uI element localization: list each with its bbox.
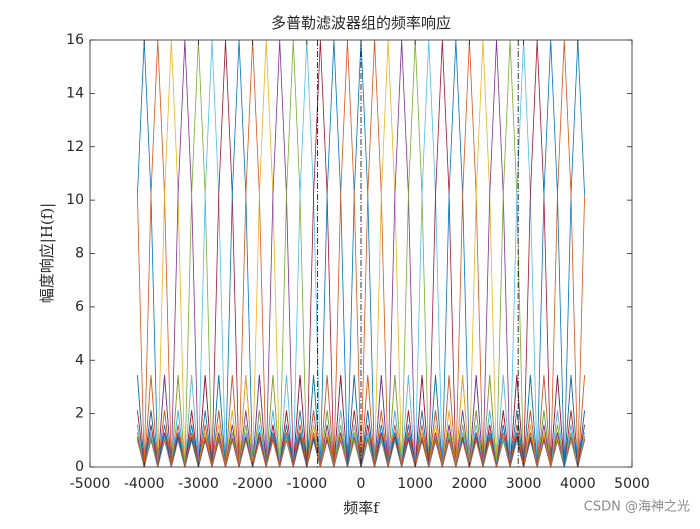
y-tick-label: 4 [75, 352, 84, 368]
y-tick-label: 6 [75, 299, 84, 315]
x-tick-label: -4000 [124, 476, 165, 492]
y-axis-label: 幅度响应|H(f)| [38, 203, 56, 303]
y-tick-label: 0 [75, 459, 84, 475]
y-tick-label: 2 [75, 406, 84, 422]
x-tick-label: 4000 [560, 476, 596, 492]
x-axis-label: 频率f [343, 499, 380, 517]
y-tick-label: 12 [66, 139, 84, 155]
x-tick-label: 5000 [614, 476, 650, 492]
lines [137, 40, 585, 467]
x-tick-label: 0 [357, 476, 366, 492]
y-tick-label: 14 [66, 85, 84, 101]
x-tick-label: 2000 [452, 476, 488, 492]
y-tick-label: 16 [66, 32, 84, 48]
y-tick-label: 10 [66, 192, 84, 208]
x-tick-label: -2000 [232, 476, 273, 492]
x-tick-label: 3000 [506, 476, 542, 492]
x-tick-label: -3000 [178, 476, 219, 492]
watermark: CSDN @海神之光 [584, 500, 690, 515]
x-tick-label: -1000 [286, 476, 327, 492]
x-tick-label: 1000 [397, 476, 433, 492]
chart-title: 多普勒滤波器组的频率响应 [271, 14, 451, 32]
x-tick-label: -5000 [70, 476, 111, 492]
y-tick-label: 8 [75, 246, 84, 262]
